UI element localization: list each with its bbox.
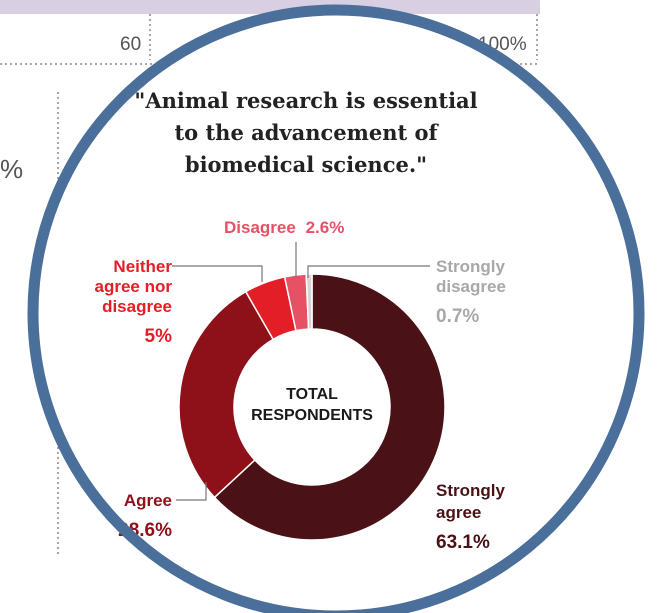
leader-line-agree	[176, 482, 207, 501]
left-percent-fragment: %	[0, 154, 23, 184]
label-agree-line-1: Agree	[124, 491, 172, 510]
leader-line-strongly-disagree	[307, 265, 430, 278]
slice-agree	[178, 290, 275, 499]
tick-label-60: 60	[120, 34, 141, 55]
label-strongly-agree-value: 63.1%	[436, 532, 490, 553]
label-disagree: Disagree 2.6%	[224, 218, 344, 237]
donut-chart	[178, 273, 446, 541]
chart-title-line-2: to the advancement of	[174, 120, 439, 145]
slice-strongly-agree	[213, 273, 446, 541]
label-strongly-disagree-line-2: disagree	[436, 277, 506, 296]
chart-title-line-1: "Animal research is essential	[134, 88, 477, 113]
center-label-line-2: RESPONDENTS	[251, 407, 373, 424]
label-neither-line-3: disagree	[102, 297, 172, 316]
label-strongly-agree-line-1: Strongly	[436, 481, 505, 500]
label-strongly-disagree-line-1: Strongly	[436, 257, 505, 276]
label-neither-line-2: agree nor	[95, 277, 173, 296]
leader-line-neither	[172, 265, 263, 282]
chart-title-line-3: biomedical science."	[185, 152, 427, 177]
magnifier-ring	[27, 4, 645, 613]
center-label-line-1: TOTAL	[286, 386, 338, 403]
header-band	[0, 0, 540, 14]
label-strongly-disagree-value: 0.7%	[436, 306, 479, 327]
label-neither-value: 5%	[145, 326, 173, 347]
label-strongly-agree-line-2: agree	[436, 503, 481, 522]
label-neither-line-1: Neither	[113, 257, 172, 276]
